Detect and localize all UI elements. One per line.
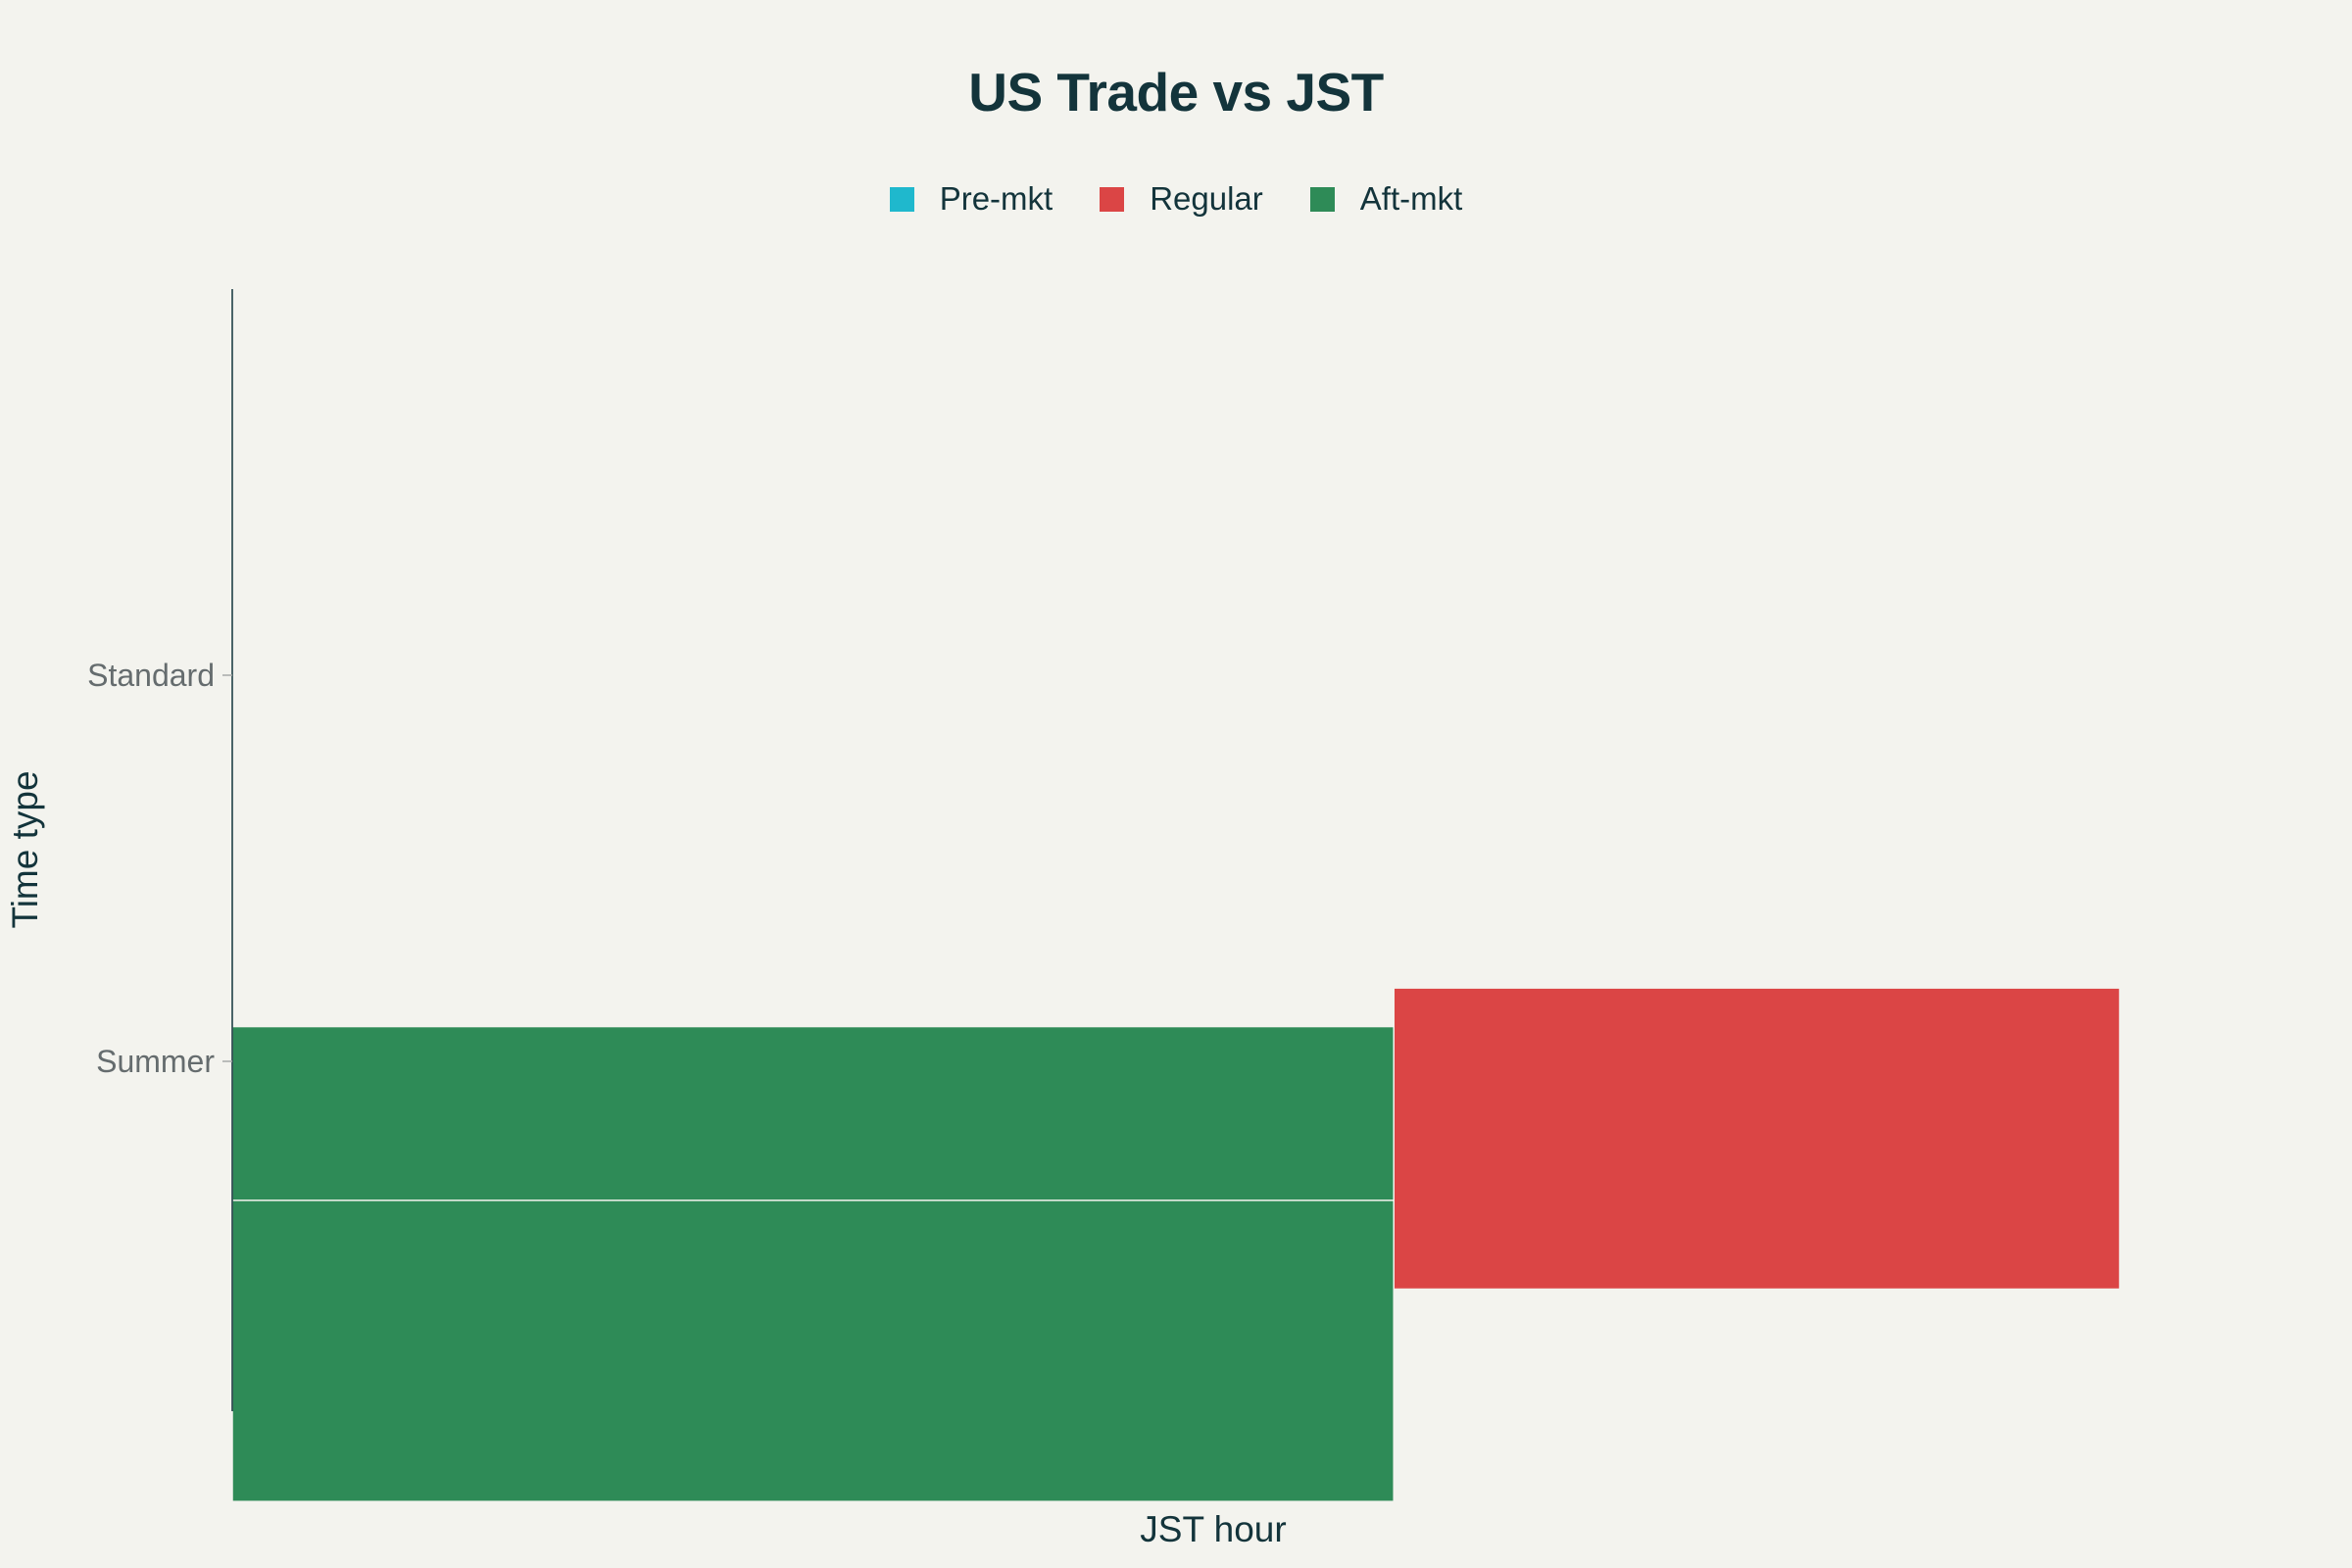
chart-title: US Trade vs JST — [968, 62, 1384, 122]
bars-group — [231, 987, 2121, 1502]
y-tick-label-standard: Standard — [87, 658, 215, 693]
legend-label-aft-mkt: Aft-mkt — [1359, 180, 1463, 217]
legend-label-regular: Regular — [1150, 180, 1263, 217]
bar-aft-mkt-summer-1[interactable] — [231, 1200, 1395, 1502]
y-axis-title: Time type — [5, 770, 45, 928]
legend-swatch-pre-mkt — [889, 186, 914, 212]
legend-item-aft-mkt[interactable]: Aft-mkt — [1309, 180, 1463, 218]
legend-label-pre-mkt: Pre-mkt — [939, 180, 1054, 217]
legend-swatch-aft-mkt — [1309, 186, 1335, 212]
legend: Pre-mkt Regular Aft-mkt — [0, 180, 2352, 218]
x-axis-title: JST hour — [1140, 1509, 1286, 1549]
bar-regular-summer-0[interactable] — [1393, 987, 2121, 1291]
y-tick-label-summer: Summer — [96, 1044, 215, 1079]
legend-item-pre-mkt[interactable]: Pre-mkt — [889, 180, 1054, 218]
y-ticks-group: Summer Standard — [87, 658, 232, 1079]
legend-item-regular[interactable]: Regular — [1100, 180, 1263, 218]
legend-swatch-regular — [1100, 186, 1125, 212]
